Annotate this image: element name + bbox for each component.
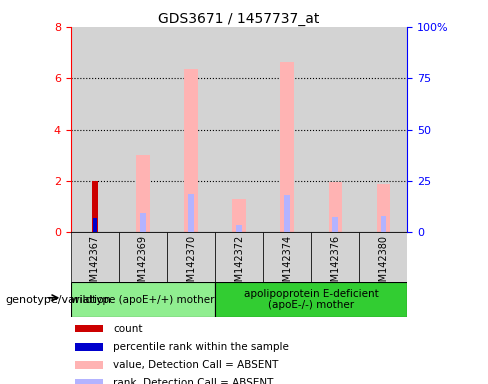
Bar <box>359 27 407 232</box>
Bar <box>167 27 215 232</box>
Text: GSM142376: GSM142376 <box>330 235 340 294</box>
Text: percentile rank within the sample: percentile rank within the sample <box>113 342 289 352</box>
Bar <box>311 232 359 282</box>
Text: GSM142372: GSM142372 <box>234 235 244 294</box>
Bar <box>75 343 103 351</box>
Bar <box>263 27 311 232</box>
Bar <box>215 282 407 317</box>
Bar <box>71 282 215 317</box>
Bar <box>75 379 103 384</box>
Text: value, Detection Call = ABSENT: value, Detection Call = ABSENT <box>113 360 279 370</box>
Text: GSM142380: GSM142380 <box>378 235 388 294</box>
Bar <box>75 361 103 369</box>
Text: apolipoprotein E-deficient
(apoE-/-) mother: apolipoprotein E-deficient (apoE-/-) mot… <box>244 289 379 310</box>
Bar <box>140 213 146 232</box>
Text: GSM142369: GSM142369 <box>138 235 148 294</box>
Bar <box>285 195 290 232</box>
Bar <box>281 61 294 232</box>
Text: rank, Detection Call = ABSENT: rank, Detection Call = ABSENT <box>113 378 273 384</box>
Bar <box>119 27 167 232</box>
Bar <box>167 232 215 282</box>
Bar <box>93 218 97 232</box>
Bar <box>381 216 386 232</box>
Bar <box>75 324 103 333</box>
Text: GSM142370: GSM142370 <box>186 235 196 294</box>
Text: GSM142367: GSM142367 <box>90 235 100 294</box>
Bar <box>377 184 390 232</box>
Title: GDS3671 / 1457737_at: GDS3671 / 1457737_at <box>159 12 320 26</box>
Text: genotype/variation: genotype/variation <box>5 295 111 305</box>
Bar <box>188 194 194 232</box>
Bar <box>232 199 246 232</box>
Bar <box>136 155 150 232</box>
Bar <box>311 27 359 232</box>
Bar <box>263 232 311 282</box>
Bar <box>236 225 242 232</box>
Bar <box>332 217 338 232</box>
Bar <box>119 232 167 282</box>
Text: GSM142374: GSM142374 <box>282 235 292 294</box>
Bar <box>215 27 263 232</box>
Text: count: count <box>113 323 142 334</box>
Bar <box>359 232 407 282</box>
Bar <box>328 182 342 232</box>
Bar <box>184 69 198 232</box>
Text: wildtype (apoE+/+) mother: wildtype (apoE+/+) mother <box>71 295 215 305</box>
Bar <box>71 232 119 282</box>
Bar <box>215 232 263 282</box>
Bar <box>92 181 98 232</box>
Bar <box>71 27 119 232</box>
